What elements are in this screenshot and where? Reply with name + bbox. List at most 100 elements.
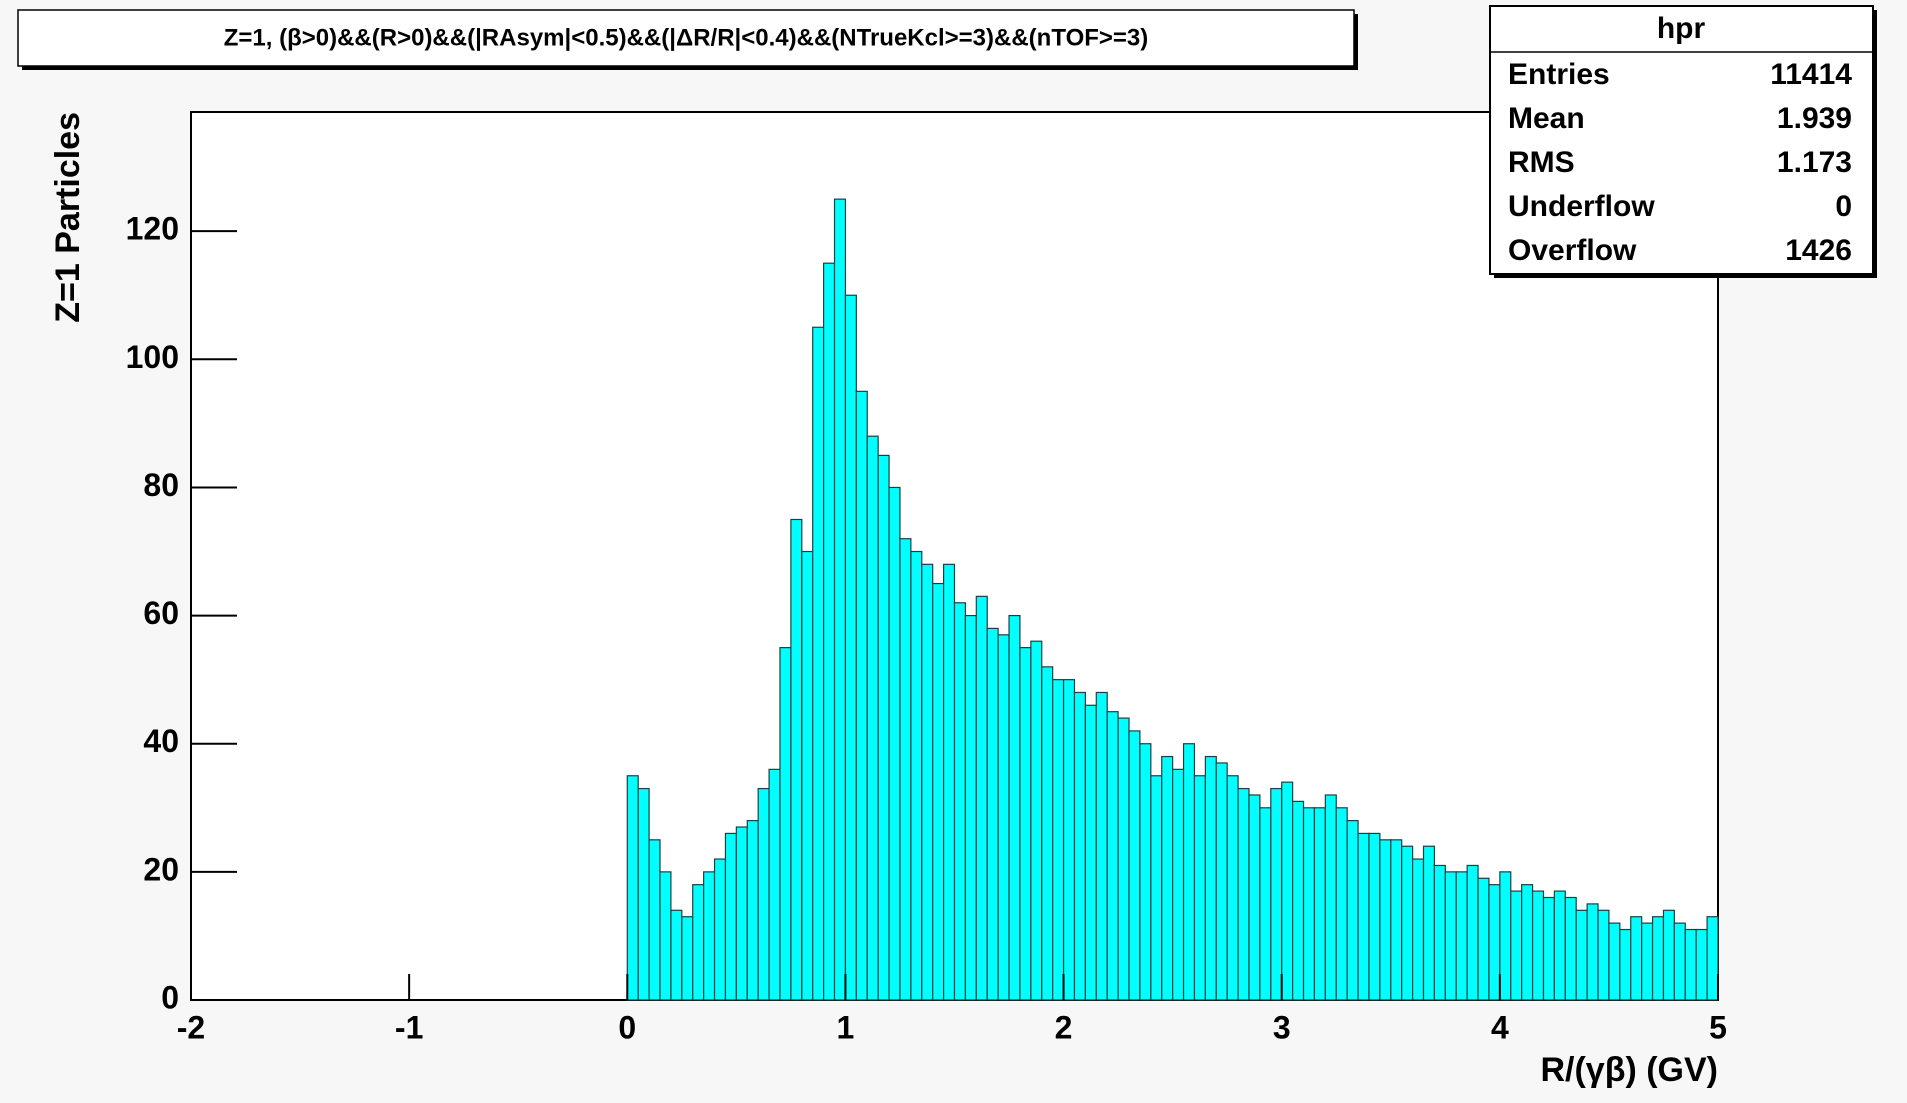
bar xyxy=(790,518,803,1001)
bar xyxy=(899,538,912,1001)
y-tick-label: 20 xyxy=(143,851,179,887)
bar xyxy=(1324,794,1337,1001)
bar xyxy=(1073,691,1086,1001)
stats-box xyxy=(1489,5,1874,275)
bar xyxy=(713,858,727,1001)
bar xyxy=(1226,775,1239,1001)
stats-value: 1.939 xyxy=(1777,102,1852,135)
x-tick-label: -2 xyxy=(177,1009,205,1045)
bar xyxy=(659,871,672,1001)
bar xyxy=(997,634,1010,1001)
bar xyxy=(1619,928,1632,1001)
x-tick-label: 3 xyxy=(1273,1009,1291,1045)
bar xyxy=(1117,717,1130,1001)
bar xyxy=(1379,839,1392,1001)
stats-title: hpr xyxy=(1657,12,1706,45)
bar xyxy=(910,550,923,1001)
bar xyxy=(921,563,934,1001)
y-axis-label: Z=1 Particles xyxy=(49,112,87,323)
bar xyxy=(1444,871,1457,1001)
bar xyxy=(1499,871,1512,1001)
stats-value: 1426 xyxy=(1785,234,1852,267)
bar xyxy=(1488,884,1501,1001)
x-axis-label: R/(γβ) (GV) xyxy=(1540,1051,1718,1089)
bar xyxy=(1281,781,1294,1001)
bar xyxy=(812,326,825,1001)
bar xyxy=(932,582,945,1001)
bar xyxy=(768,768,781,1001)
bar xyxy=(1019,647,1032,1001)
bar xyxy=(1521,884,1534,1001)
bar xyxy=(823,262,836,1001)
x-tick-label: 4 xyxy=(1491,1009,1509,1045)
bar xyxy=(1335,807,1348,1001)
stats-label: Overflow xyxy=(1508,234,1637,267)
bar xyxy=(757,787,770,1001)
x-tick-label: 5 xyxy=(1709,1009,1727,1045)
bar xyxy=(1259,807,1272,1001)
bar xyxy=(692,884,705,1001)
bar xyxy=(1542,896,1555,1001)
bar xyxy=(1193,775,1206,1001)
bar xyxy=(1062,679,1076,1001)
bar xyxy=(1161,755,1174,1001)
bar xyxy=(1553,890,1566,1001)
stats-label: Underflow xyxy=(1508,190,1655,223)
bar xyxy=(888,486,901,1001)
bar xyxy=(1411,858,1425,1001)
bar xyxy=(1215,762,1228,1001)
bar xyxy=(953,602,967,1001)
bar xyxy=(1030,640,1043,1001)
bar xyxy=(855,390,868,1001)
bar xyxy=(1455,871,1468,1001)
bar xyxy=(1466,864,1479,1001)
bar xyxy=(735,826,748,1001)
bar xyxy=(1052,679,1065,1001)
bar xyxy=(964,614,977,1001)
bar xyxy=(1270,787,1283,1001)
bar xyxy=(1575,909,1588,1001)
bar xyxy=(986,627,999,1001)
bar xyxy=(1139,743,1152,1001)
bar xyxy=(975,595,988,1001)
bar xyxy=(724,832,737,1001)
bar xyxy=(1313,807,1326,1001)
bar xyxy=(1630,916,1643,1001)
bar xyxy=(1597,909,1610,1001)
x-tick-label: 0 xyxy=(618,1009,636,1045)
bar xyxy=(1084,704,1097,1001)
bar xyxy=(1106,711,1119,1001)
bar xyxy=(626,775,639,1001)
bar xyxy=(1390,839,1403,1001)
bar xyxy=(1368,832,1381,1001)
stats-value: 1.173 xyxy=(1777,146,1852,179)
bar xyxy=(670,909,683,1001)
bar xyxy=(779,647,792,1001)
bar xyxy=(1706,916,1719,1001)
bar xyxy=(1172,768,1185,1001)
y-tick-label: 100 xyxy=(126,339,179,375)
bar xyxy=(1008,614,1021,1001)
title-box xyxy=(17,9,1355,67)
x-tick-label: 1 xyxy=(837,1009,855,1045)
bar xyxy=(1041,666,1054,1001)
stats-label: Entries xyxy=(1508,58,1610,91)
bar xyxy=(1095,691,1108,1001)
stats-value: 0 xyxy=(1835,190,1852,223)
bar xyxy=(1564,896,1577,1001)
bar xyxy=(1357,832,1370,1001)
plot: 0 20 40 60 80 100 120 -2 -1 0 1 2 3 4 5 xyxy=(126,198,1727,1045)
bar xyxy=(801,550,814,1001)
bar xyxy=(1150,775,1163,1001)
y-tick-label: 0 xyxy=(161,979,179,1015)
y-tick-label: 120 xyxy=(126,211,179,247)
bar xyxy=(1401,845,1414,1001)
stats-label: Mean xyxy=(1508,102,1585,135)
stats-label: RMS xyxy=(1508,146,1575,179)
bar xyxy=(681,916,694,1001)
y-tick-label: 60 xyxy=(143,595,179,631)
x-tick-label: -1 xyxy=(395,1009,423,1045)
bar xyxy=(833,198,847,1001)
bar xyxy=(1662,909,1675,1001)
